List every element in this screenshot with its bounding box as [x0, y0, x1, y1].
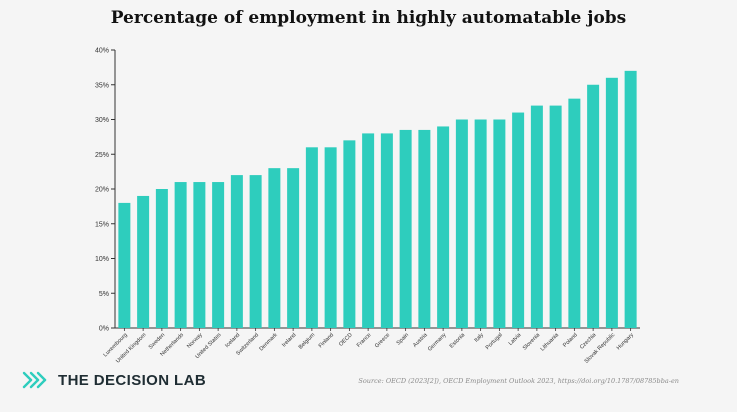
bar	[380, 133, 393, 328]
x-tick-label: Iceland	[224, 332, 241, 349]
bar	[587, 84, 600, 328]
y-tick-labels: 0% 5% 10% 15% 20% 25% 30% 35% 40%	[95, 48, 109, 333]
bar	[362, 133, 375, 328]
x-tick-label: Finland	[318, 332, 335, 349]
brand-name: THE DECISION LAB	[58, 371, 207, 389]
x-tick-label: Estonia	[449, 332, 467, 350]
bar	[512, 112, 525, 328]
bar	[605, 77, 618, 328]
x-tick-label: Italy	[474, 332, 486, 344]
chart-title: Percentage of employment in highly autom…	[110, 8, 627, 28]
x-tick-label: Norway	[186, 332, 204, 350]
decision-lab-logo-icon	[22, 371, 47, 389]
bar	[249, 175, 262, 328]
x-tick-label: Greece	[374, 332, 391, 349]
bar	[155, 189, 168, 328]
bar	[493, 119, 506, 328]
bar	[343, 140, 356, 328]
bar	[193, 182, 206, 328]
x-tick-label: Germany	[427, 332, 448, 353]
y-tick-label: 30%	[95, 117, 109, 124]
bar	[230, 175, 243, 328]
x-tick-label: Lithuania	[540, 332, 561, 353]
bar	[530, 105, 543, 328]
x-tick-label: Ireland	[281, 332, 297, 348]
y-tick-label: 10%	[95, 256, 109, 263]
x-tick-label: Denmark	[258, 332, 278, 352]
bar	[137, 195, 150, 328]
x-tick-label: OECD	[338, 332, 354, 348]
bar	[568, 98, 581, 329]
y-tick-label: 5%	[99, 291, 109, 298]
x-tick-label: Latvia	[508, 332, 523, 347]
bar	[287, 168, 300, 328]
bar	[549, 105, 562, 328]
x-tick-label: Hungary	[616, 332, 635, 351]
x-tick-label: Poland	[562, 332, 579, 349]
bar	[455, 119, 468, 328]
bar	[399, 129, 412, 328]
y-tick-label: 25%	[95, 152, 109, 159]
x-tick-label: Sweden	[148, 332, 167, 351]
bar	[212, 182, 225, 328]
brand-logo: THE DECISION LAB	[22, 370, 206, 390]
y-tick-label: 0%	[99, 326, 109, 333]
source-note: Source: OECD (2023[2]), OECD Employment …	[358, 377, 679, 385]
x-tick-label: Spain	[396, 332, 410, 346]
bar-series	[118, 70, 637, 329]
bar	[305, 147, 318, 328]
x-tick-label: Belgium	[298, 332, 317, 351]
bar	[418, 129, 431, 328]
bar	[324, 147, 337, 328]
x-tick-label: Portugal	[485, 332, 504, 351]
bar	[437, 126, 450, 328]
bar	[474, 119, 487, 328]
y-tick-label: 20%	[95, 187, 109, 194]
y-tick-label: 15%	[95, 221, 109, 228]
y-tick-label: 35%	[95, 82, 109, 89]
bar	[624, 70, 637, 328]
x-tick-label: Austria	[412, 332, 429, 349]
y-tick-label: 40%	[95, 48, 109, 55]
bar	[268, 168, 281, 328]
bar	[174, 182, 187, 328]
bar	[118, 202, 131, 328]
x-tick-label: France	[356, 332, 373, 349]
